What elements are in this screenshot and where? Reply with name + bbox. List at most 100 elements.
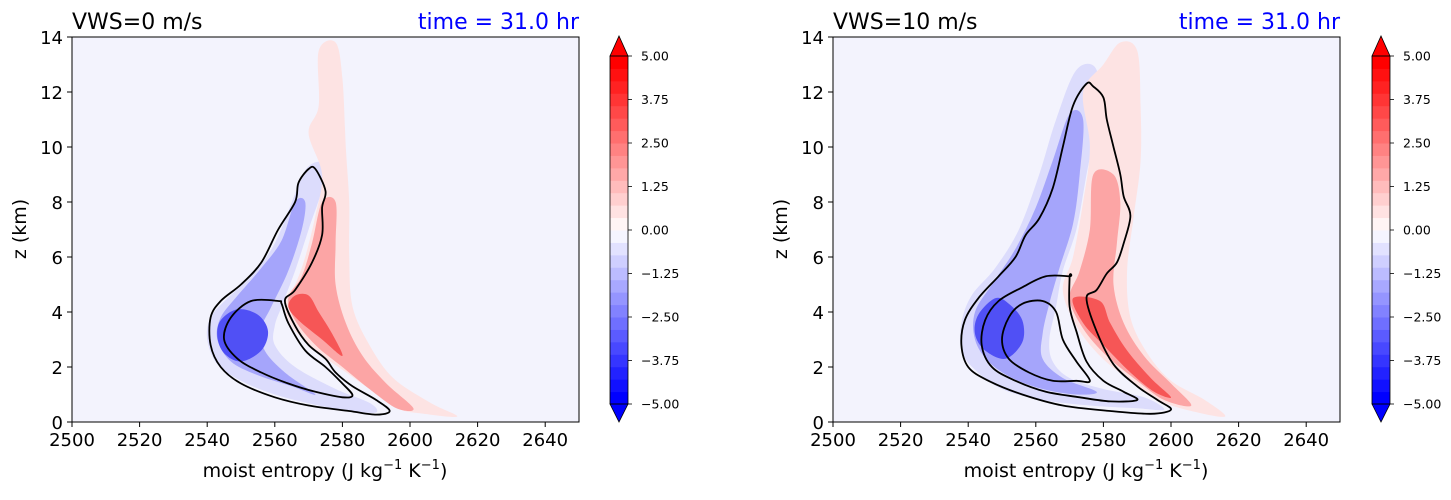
x-axis-label-sup1-1: −1 xyxy=(383,458,402,473)
colorbar-extend-bottom-2 xyxy=(1371,403,1391,423)
colorbar-band xyxy=(610,267,628,281)
colorbar-band xyxy=(610,366,628,380)
x-tick-label: 2580 xyxy=(1080,430,1126,451)
colorbar-band xyxy=(610,68,628,82)
colorbar-band xyxy=(610,56,628,69)
y-tick-label: 14 xyxy=(40,28,63,49)
colorbar-tick-label: 3.75 xyxy=(641,92,669,107)
y-tick-label: 14 xyxy=(801,28,824,49)
colorbar-band xyxy=(1372,118,1390,132)
contour-lines-2 xyxy=(960,81,1172,415)
colorbar-band xyxy=(1372,254,1390,268)
title-left-1: VWS=0 m/s xyxy=(72,10,203,35)
colorbar-band xyxy=(610,80,628,94)
y-tick-label: 10 xyxy=(801,138,824,159)
colorbar-tick-label: 2.50 xyxy=(1403,136,1431,151)
y-tick-label: 4 xyxy=(813,303,824,324)
colorbar-band xyxy=(610,329,628,343)
colorbar-band xyxy=(610,143,628,156)
blue-region-dark xyxy=(217,309,269,362)
contour-outer-line xyxy=(960,81,1172,415)
x-axis-ticks-1: 2500 2520 2540 2560 2580 2600 2620 2640 xyxy=(49,422,568,451)
contour-outer-line xyxy=(208,165,391,416)
colorbar-extend-bottom-1 xyxy=(609,403,629,423)
plot-frame-2 xyxy=(832,36,1341,423)
colorbar-tick-label: −5.00 xyxy=(1403,397,1441,412)
colorbar-tick-label: 1.25 xyxy=(1403,179,1431,194)
x-tick-label: 2580 xyxy=(319,430,365,451)
panel-2: 2500 2520 2540 2560 2580 2600 2620 2640 0 2 4 6 8 10… xyxy=(770,10,1341,482)
colorbar-tick-label: −1.25 xyxy=(641,266,679,281)
y-tick-label: 6 xyxy=(52,248,63,269)
colorbar-band xyxy=(1372,143,1390,156)
y-tick-label: 12 xyxy=(801,83,824,104)
colorbar-band xyxy=(1372,167,1390,181)
red-region-dark xyxy=(288,293,343,357)
y-tick-label: 12 xyxy=(40,83,63,104)
y-axis-label-2: z (km) xyxy=(770,199,792,259)
plot-frame-1 xyxy=(71,36,580,423)
x-tick-label: 2540 xyxy=(184,430,230,451)
x-axis-label-main-1: moist entropy (J kg xyxy=(203,460,383,482)
colorbar-band xyxy=(610,118,628,132)
colorbar-bands-2 xyxy=(1372,56,1390,405)
red-region-mid xyxy=(288,196,414,412)
colorbar-tick-label: −3.75 xyxy=(1403,353,1441,368)
colorbar-extend-top-2 xyxy=(1371,35,1391,57)
colorbar-band xyxy=(610,354,628,368)
title-left-2: VWS=10 m/s xyxy=(833,10,978,35)
x-tick-label: 2520 xyxy=(878,430,924,451)
x-axis-label-end-2: ) xyxy=(1201,460,1208,482)
x-axis-label-sup2-2: −1 xyxy=(1182,458,1201,473)
colorbar-band xyxy=(1372,317,1390,330)
colorbar-tick-label: 5.00 xyxy=(1403,49,1431,64)
colorbar-band xyxy=(1372,279,1390,293)
x-tick-label: 2620 xyxy=(1216,430,1262,451)
colorbar-band xyxy=(610,341,628,355)
y-axis-label-1: z (km) xyxy=(9,199,31,259)
contour-lines-1 xyxy=(208,165,391,416)
colorbar-tick-label: −2.50 xyxy=(1403,310,1441,325)
colorbar-band xyxy=(610,292,628,306)
colorbar-tick-label: −5.00 xyxy=(641,397,679,412)
x-tick-label: 2640 xyxy=(1283,430,1329,451)
y-tick-label: 10 xyxy=(40,138,63,159)
colorbar-1: 5.00 3.75 2.50 1.25 0.00 −1.25 −2.50 −3.75 −5.00 xyxy=(609,35,679,423)
colorbar-band xyxy=(1372,56,1390,69)
x-axis-label-2: moist entropy (J kg−1 K−1) xyxy=(964,458,1209,482)
colorbar-band xyxy=(610,192,628,206)
colorbar-band xyxy=(1372,205,1390,219)
y-tick-label: 2 xyxy=(813,358,824,379)
colorbar-band xyxy=(1372,391,1390,405)
colorbar-band xyxy=(610,391,628,405)
colorbar-tick-label: 1.25 xyxy=(641,179,669,194)
colorbar-band xyxy=(1372,192,1390,206)
colorbar-band xyxy=(610,130,628,144)
colorbar-band xyxy=(610,230,628,243)
colorbar-bands-1 xyxy=(610,56,628,405)
colorbar-band xyxy=(1372,379,1390,393)
red-region-mid xyxy=(1069,169,1192,407)
title-right-2: time = 31.0 hr xyxy=(1179,10,1341,35)
x-axis-label-end-1: ) xyxy=(440,460,447,482)
contour-inner-line xyxy=(1001,299,1091,384)
colorbar-band xyxy=(1372,130,1390,144)
colorbar-tick-label: −3.75 xyxy=(641,353,679,368)
colorbar-band xyxy=(1372,341,1390,355)
colorbar-band xyxy=(1372,180,1390,194)
x-tick-label: 2500 xyxy=(49,430,95,451)
y-tick-label: 4 xyxy=(52,303,63,324)
colorbar-band xyxy=(610,93,628,107)
colorbar-band xyxy=(1372,80,1390,94)
y-tick-label: 6 xyxy=(813,248,824,269)
x-tick-label: 2560 xyxy=(1013,430,1059,451)
colorbar-tick-label: 0.00 xyxy=(641,223,669,238)
y-tick-label: 0 xyxy=(813,413,824,434)
colorbar-band xyxy=(1372,217,1390,231)
colorbar-band xyxy=(610,279,628,293)
x-tick-label: 2600 xyxy=(1148,430,1194,451)
x-tick-label: 2620 xyxy=(455,430,501,451)
colorbar-tick-label: 2.50 xyxy=(641,136,669,151)
title-right-1: time = 31.0 hr xyxy=(418,10,580,35)
